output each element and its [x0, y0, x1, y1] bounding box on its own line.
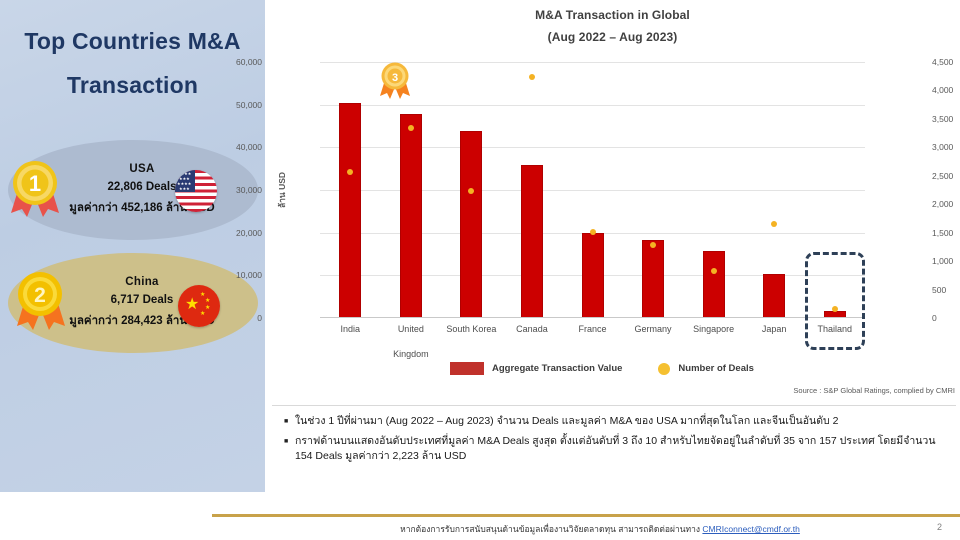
bullet-text: ในช่วง 1 ปีที่ผ่านมา (Aug 2022 – Aug 202… — [295, 415, 839, 427]
legend-label: Number of Deals — [678, 363, 754, 374]
chart-bar[interactable] — [763, 274, 786, 318]
y2-axis-tick: 1,500 — [932, 227, 954, 238]
medal-rank-2-icon: 2 — [12, 268, 68, 330]
chart-dot[interactable] — [831, 306, 838, 313]
x-axis-label: Germany — [634, 324, 672, 334]
svg-text:3: 3 — [392, 72, 398, 84]
country-deals: 22,806 Deals — [107, 181, 177, 193]
medal-rank-3-icon: 3 — [378, 60, 412, 100]
x-axis-line — [320, 317, 865, 318]
chart-dot[interactable] — [771, 221, 778, 228]
chart-bar[interactable] — [339, 103, 362, 318]
y-axis-tick: 0 — [257, 313, 262, 323]
x-axis-label: United Kingdom — [393, 324, 429, 359]
x-axis-label: Singapore — [693, 324, 735, 334]
x-axis-label: South Korea — [446, 324, 497, 334]
chart-bar[interactable] — [460, 131, 483, 318]
gridline — [320, 62, 865, 63]
footer-divider — [212, 514, 960, 517]
page-title: Top Countries M&A Transaction — [0, 30, 265, 97]
list-item: ■ กราฟด้านบนแสดงอันดับประเทศที่มูลค่า M&… — [284, 434, 946, 464]
page-title-line2: Transaction — [66, 72, 199, 98]
x-axis-label: India — [340, 324, 361, 334]
legend-bar-swatch — [450, 362, 484, 375]
chart-dot[interactable] — [407, 125, 414, 131]
gridline — [320, 104, 865, 106]
legend-dot-swatch — [658, 362, 671, 375]
chart-dot[interactable] — [589, 229, 596, 236]
summary-bullets: ■ ในช่วง 1 ปีที่ผ่านมา (Aug 2022 – Aug 2… — [272, 405, 956, 488]
chart-title: M&A Transaction in Global — [535, 8, 690, 22]
thailand-highlight-box — [804, 252, 865, 350]
chart-dot[interactable] — [528, 73, 535, 80]
country-value: มูลค่ากว่า 452,186 ล้าน USD — [69, 202, 215, 214]
y-axis-tick: 30,000 — [236, 185, 262, 195]
chart-dot[interactable] — [710, 268, 717, 275]
chart-dot[interactable] — [468, 188, 475, 195]
footer-contact-text: หากต้องการรับการสนับสนุนด้านข้อมูลเพื่อง… — [320, 522, 880, 536]
medal-rank-1-icon: 1 — [7, 157, 63, 219]
y2-axis-tick: 4,000 — [932, 85, 954, 96]
y-axis-label-left: ล้าน USD — [277, 171, 287, 209]
y2-axis-tick: 2,500 — [932, 170, 954, 181]
y-axis-tick: 10,000 — [236, 270, 262, 281]
y2-axis-tick: 3,500 — [932, 113, 954, 124]
svg-text:1: 1 — [29, 171, 41, 196]
bullet-square-icon: ■ — [284, 438, 289, 446]
y2-axis-tick: 500 — [932, 284, 947, 295]
legend-item-aggregate-value[interactable]: Aggregate Transaction Value — [450, 362, 622, 375]
chart-bar[interactable] — [399, 114, 422, 318]
bullet-text: กราฟด้านบนแสดงอันดับประเทศที่มูลค่า M&A … — [295, 435, 936, 463]
flag-china-icon: ★ ★ ★ ★ ★ — [178, 285, 220, 327]
footer: FETCO Federation of Thai Capital Market … — [0, 492, 960, 540]
chart-bar[interactable] — [520, 165, 543, 318]
y-axis-tick: 40,000 — [236, 142, 262, 153]
flag-usa-icon: ★★★★ ★★★ ★★★★ ★★★ — [175, 170, 217, 212]
chart-bar[interactable] — [642, 239, 665, 318]
y2-axis-tick: 3,000 — [932, 142, 954, 153]
y-axis-tick: 60,000 — [236, 57, 262, 67]
legend-label: Aggregate Transaction Value — [492, 363, 623, 374]
gridline — [320, 147, 865, 149]
country-deals: 6,717 Deals — [110, 294, 174, 306]
gridline — [320, 190, 865, 191]
footer-contact-prefix: หากต้องการรับการสนับสนุนด้านข้อมูลเพื่อง… — [400, 524, 703, 534]
chart-panel: M&A Transaction in Global (Aug 2022 – Au… — [236, 0, 960, 400]
chart-dot[interactable] — [650, 242, 657, 249]
y2-axis-tick: 0 — [932, 313, 937, 323]
y2-axis-tick: 1,000 — [932, 256, 954, 267]
bullet-square-icon: ■ — [284, 418, 289, 425]
chart-plot-area: ล้าน USD Deals 010,00020,00030,00040,000… — [236, 57, 953, 359]
x-axis-label: Canada — [516, 324, 548, 334]
y-axis-tick: 20,000 — [236, 227, 262, 238]
x-axis-label: Japan — [761, 324, 787, 334]
chart-subtitle: (Aug 2022 – Aug 2023) — [547, 30, 678, 44]
chart-source-note: Source : S&P Global Ratings, complied by… — [793, 386, 955, 395]
country-name: China — [125, 276, 159, 288]
chart-bar[interactable] — [702, 251, 725, 318]
legend-item-number-of-deals[interactable]: Number of Deals — [658, 362, 754, 375]
list-item: ■ ในช่วง 1 ปีที่ผ่านมา (Aug 2022 – Aug 2… — [284, 414, 946, 429]
svg-text:2: 2 — [34, 284, 46, 307]
chart-legend: Aggregate Transaction Value Number of De… — [450, 362, 754, 375]
page-number: 2 — [936, 522, 942, 532]
x-axis-label: France — [578, 324, 607, 334]
chart-bar[interactable] — [581, 232, 604, 318]
chart-dot[interactable] — [347, 169, 354, 176]
page-title-line1: Top Countries M&A — [24, 28, 241, 54]
footer-email-link[interactable]: CMRIconnect@cmdf.or.th — [702, 524, 800, 534]
y2-axis-tick: 4,500 — [932, 57, 954, 67]
y2-axis-tick: 2,000 — [932, 199, 954, 210]
country-name: USA — [129, 163, 155, 175]
x-axis-label: Thailand — [817, 324, 852, 334]
left-panel: Top Countries M&A Transaction USA 22,806… — [0, 0, 265, 492]
y-axis-tick: 50,000 — [236, 99, 262, 110]
country-card-usa-text: USA 22,806 Deals มูลค่ากว่า 452,186 ล้าน… — [69, 163, 214, 217]
